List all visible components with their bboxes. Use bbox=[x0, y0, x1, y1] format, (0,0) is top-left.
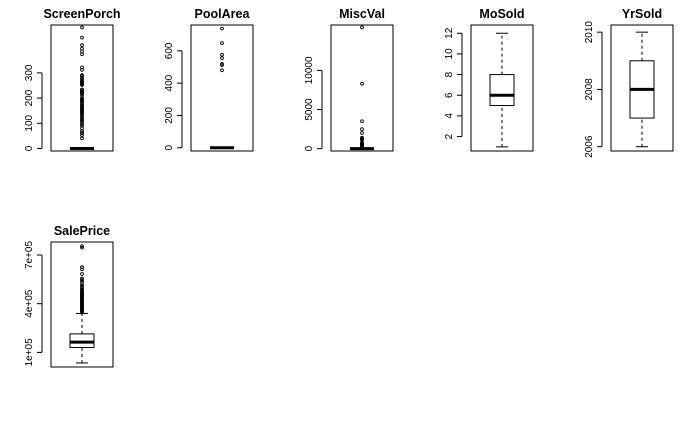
y-tick-label: 10000 bbox=[304, 56, 315, 84]
y-tick-label: 10 bbox=[444, 48, 455, 60]
y-tick-label: 400 bbox=[164, 74, 175, 91]
outlier-point bbox=[80, 46, 84, 51]
y-tick-label: 0 bbox=[164, 145, 175, 151]
outlier-point bbox=[80, 265, 84, 270]
outlier-point bbox=[220, 68, 224, 73]
outlier-point bbox=[80, 25, 84, 30]
outlier-point bbox=[80, 130, 84, 135]
outlier-point bbox=[360, 25, 364, 30]
outlier-point bbox=[80, 267, 84, 272]
outlier-point bbox=[220, 62, 224, 66]
y-tick-label: 12 bbox=[444, 27, 455, 39]
y-tick-label: 2 bbox=[444, 133, 455, 139]
y-tick-label: 200 bbox=[164, 107, 175, 124]
outlier-point bbox=[220, 26, 224, 31]
y-tick-label: 8 bbox=[444, 71, 455, 77]
outlier-point bbox=[220, 41, 224, 45]
y-tick-label: 1e+05 bbox=[24, 338, 35, 367]
outlier-point bbox=[80, 65, 84, 70]
plot-frame bbox=[470, 24, 534, 152]
panel-mosold: MoSold 2 4 6 8 10 12 bbox=[444, 7, 534, 152]
outlier-point bbox=[360, 135, 364, 140]
plot-frame bbox=[50, 241, 114, 368]
outlier-point bbox=[80, 78, 84, 83]
outlier-point bbox=[80, 136, 84, 141]
outlier-point bbox=[360, 131, 364, 135]
y-tick-label: 4e+05 bbox=[24, 289, 35, 318]
y-tick-label: 2010 bbox=[584, 21, 595, 44]
outlier-point bbox=[220, 56, 224, 60]
outlier-point bbox=[80, 244, 84, 248]
outlier-point bbox=[80, 283, 84, 288]
panel-screenporch: ScreenPorch 0 100 200 300 bbox=[24, 7, 121, 152]
panel-title: MoSold bbox=[479, 7, 524, 21]
outlier-point bbox=[360, 119, 364, 124]
y-tick-label: 4 bbox=[444, 113, 455, 119]
plot-frame bbox=[190, 24, 254, 152]
outlier-point bbox=[360, 127, 364, 131]
y-tick-label: 300 bbox=[24, 64, 35, 81]
outlier-point bbox=[80, 43, 84, 48]
panel-title: PoolArea bbox=[195, 7, 251, 21]
y-tick-label: 0 bbox=[304, 145, 315, 151]
outlier-point bbox=[80, 272, 84, 276]
y-tick-label: 100 bbox=[24, 115, 35, 132]
outlier-point bbox=[360, 81, 364, 86]
panel-title: SalePrice bbox=[54, 224, 110, 238]
outlier-point bbox=[220, 52, 224, 57]
y-tick-label: 7e+05 bbox=[24, 241, 35, 270]
outlier-point bbox=[80, 278, 84, 282]
plot-frame bbox=[50, 24, 114, 152]
outlier-point bbox=[80, 245, 84, 250]
outlier-point bbox=[80, 87, 84, 92]
outlier-point bbox=[80, 97, 84, 102]
panel-poolarea: PoolArea 0 200 400 600 bbox=[164, 7, 254, 152]
iqr-box bbox=[489, 74, 515, 107]
plot-frame bbox=[610, 24, 674, 152]
y-tick-label: 0 bbox=[24, 145, 35, 151]
outlier-point bbox=[80, 89, 84, 94]
panel-saleprice: SalePrice 1e+05 4e+05 7e+05 bbox=[24, 224, 114, 368]
panel-title: ScreenPorch bbox=[43, 7, 120, 21]
plot-frame bbox=[330, 24, 394, 152]
y-tick-label: 2008 bbox=[584, 78, 595, 101]
outlier-point bbox=[80, 35, 84, 40]
panel-miscval: MiscVal 0 5000 10000 bbox=[304, 7, 394, 152]
y-tick-label: 5000 bbox=[304, 98, 315, 121]
y-tick-label: 6 bbox=[444, 92, 455, 98]
panel-title: MiscVal bbox=[339, 7, 385, 21]
y-tick-label: 200 bbox=[24, 89, 35, 106]
outlier-point bbox=[80, 73, 84, 77]
y-tick-label: 600 bbox=[164, 42, 175, 59]
outlier-point bbox=[80, 276, 84, 281]
panel-title: YrSold bbox=[622, 7, 662, 21]
y-tick-label: 2006 bbox=[584, 135, 595, 158]
outlier-point bbox=[80, 122, 84, 127]
panel-yrsold: YrSold 2006 2008 2010 bbox=[584, 7, 674, 158]
